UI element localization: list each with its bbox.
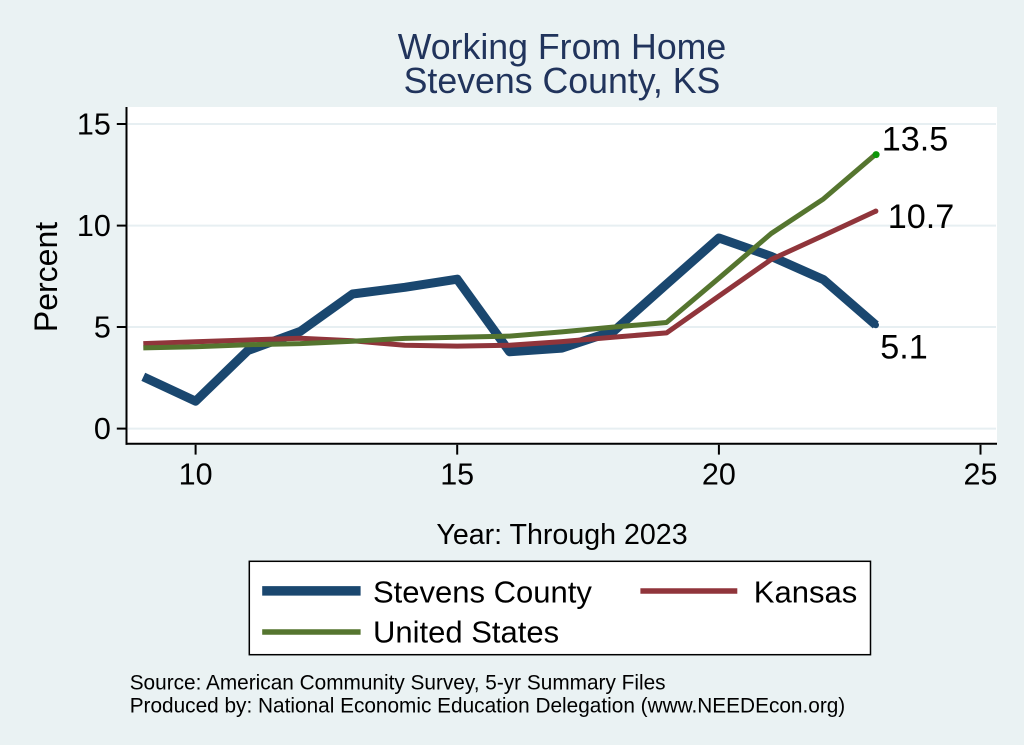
svg-text:Working From Home: Working From Home [398, 27, 727, 67]
svg-text:Produced by: National Economic: Produced by: National Economic Education… [130, 695, 846, 718]
svg-text:25: 25 [964, 457, 998, 491]
svg-text:10.7: 10.7 [888, 198, 955, 236]
svg-text:10: 10 [77, 209, 111, 243]
svg-text:0: 0 [94, 412, 111, 446]
svg-text:Stevens County, KS: Stevens County, KS [404, 61, 721, 101]
svg-text:United States: United States [373, 615, 559, 650]
svg-text:5: 5 [94, 311, 111, 345]
svg-text:Kansas: Kansas [754, 575, 857, 610]
svg-text:5.1: 5.1 [880, 329, 928, 367]
svg-text:Stevens County: Stevens County [373, 575, 592, 610]
svg-text:10: 10 [179, 457, 213, 491]
svg-text:20: 20 [702, 457, 736, 491]
svg-text:Year: Through 2023: Year: Through 2023 [436, 519, 687, 551]
svg-text:Percent: Percent [28, 222, 64, 332]
svg-text:Source: American Community Sur: Source: American Community Survey, 5-yr … [130, 672, 666, 695]
svg-text:15: 15 [440, 457, 474, 491]
svg-text:13.5: 13.5 [882, 120, 949, 158]
svg-text:15: 15 [77, 108, 111, 142]
